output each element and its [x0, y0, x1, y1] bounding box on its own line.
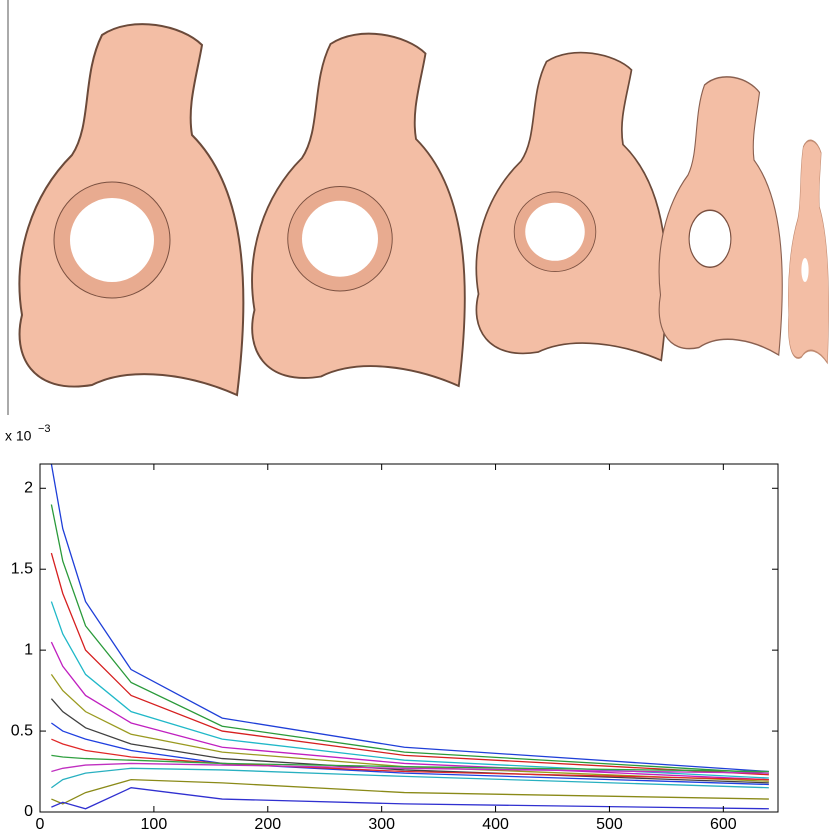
- data-line: [51, 674, 769, 781]
- data-line: [51, 464, 769, 772]
- data-line: [51, 504, 769, 773]
- x-tick-label: 200: [254, 816, 281, 833]
- shape-1: [19, 24, 243, 395]
- data-line: [51, 602, 769, 778]
- axis-multiplier: x 10: [5, 428, 32, 444]
- x-tick-label: 0: [36, 816, 45, 833]
- x-tick-label: 100: [141, 816, 168, 833]
- y-tick-label: 1.5: [11, 560, 33, 577]
- shape-5: [788, 140, 828, 363]
- y-tick-label: 2: [24, 479, 33, 496]
- shape-4: [659, 77, 782, 355]
- x-tick-label: 500: [596, 816, 623, 833]
- y-tick-label: 0: [24, 803, 33, 820]
- y-tick-label: 1: [24, 641, 33, 658]
- data-line: [51, 553, 769, 775]
- data-line: [51, 788, 769, 809]
- figure: x 10 −3 0 100 200 300 400 500 600 0 0.5 1 1.5 2: [0, 0, 831, 833]
- x-tick-label: 600: [710, 816, 737, 833]
- shape-2: [252, 34, 465, 386]
- axis-multiplier-exponent: −3: [38, 423, 51, 435]
- shape-3: [476, 53, 666, 361]
- x-tick-label: 300: [368, 816, 395, 833]
- x-tick-label: 400: [482, 816, 509, 833]
- y-tick-label: 0.5: [11, 722, 33, 739]
